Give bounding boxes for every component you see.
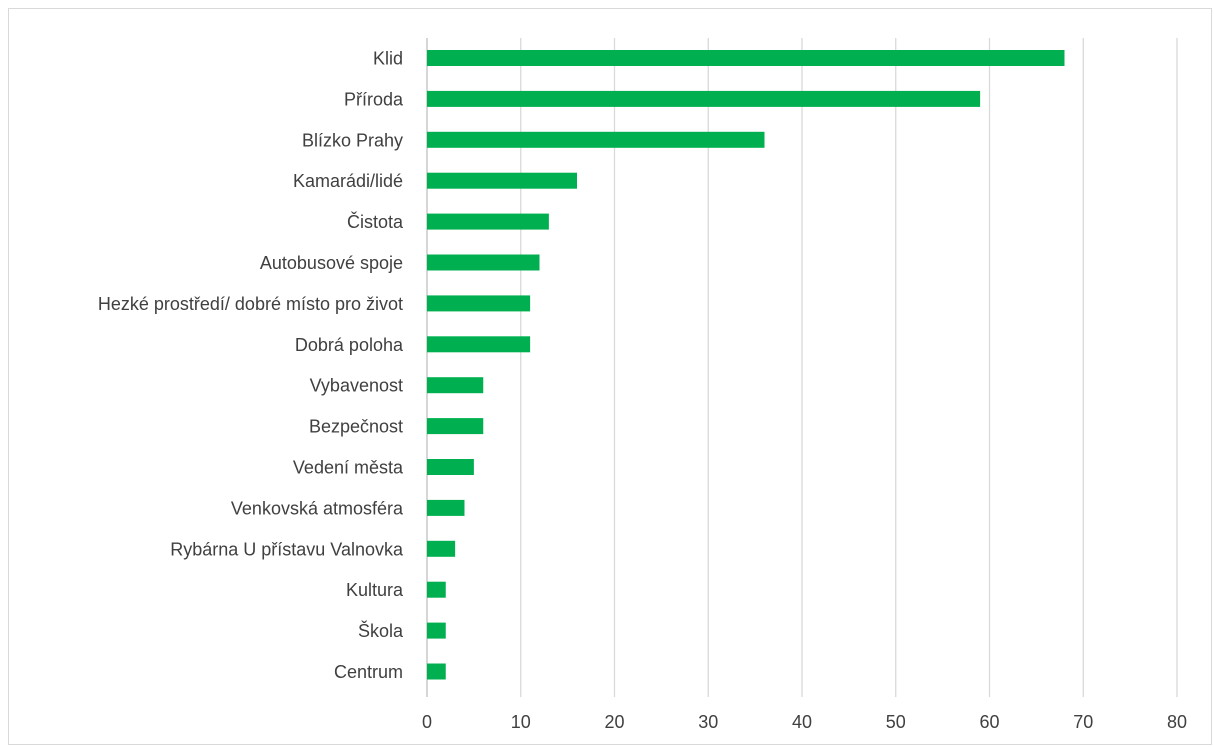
- x-tick-label: 30: [698, 712, 718, 732]
- bar: [427, 663, 446, 680]
- category-label: Blízko Prahy: [302, 130, 403, 150]
- x-tick-label: 70: [1073, 712, 1093, 732]
- category-label: Centrum: [334, 662, 403, 682]
- category-label: Čistota: [347, 211, 404, 232]
- x-tick-label: 40: [792, 712, 812, 732]
- category-label: Rybárna U přístavu Valnovka: [170, 539, 404, 559]
- x-tick-label: 20: [604, 712, 624, 732]
- bar: [427, 622, 446, 639]
- bar: [427, 336, 531, 353]
- x-tick-label: 80: [1167, 712, 1187, 732]
- category-label-layer: Klid Příroda Blízko Prahy Kamarádi/lidé Čist…: [98, 49, 404, 683]
- category-label: Venkovská atmosféra: [231, 498, 404, 518]
- x-tick-label: 10: [511, 712, 531, 732]
- x-tick-label: 0: [422, 712, 432, 732]
- bar: [427, 540, 456, 557]
- category-label: Příroda: [344, 89, 404, 109]
- category-label: Bezpečnost: [309, 417, 403, 437]
- category-label: Škola: [358, 620, 404, 641]
- bar: [427, 499, 465, 516]
- category-label: Kamarádi/lidé: [293, 171, 403, 191]
- bar: [427, 459, 474, 475]
- bar: [427, 418, 484, 435]
- x-tick-label: 50: [886, 712, 906, 732]
- tick-label-layer: 0 10 20 30 40 50 60 70 80: [422, 712, 1187, 732]
- chart-frame: [8, 8, 1212, 745]
- bar: [427, 213, 549, 230]
- x-tick-label: 60: [979, 712, 999, 732]
- bar-layer: [427, 50, 1065, 680]
- category-label: Hezké prostředí/ dobré místo pro život: [98, 294, 403, 314]
- bar: [427, 377, 484, 394]
- category-label: Klid: [373, 49, 403, 69]
- bar: [427, 131, 765, 148]
- category-label: Vedení města: [293, 458, 404, 478]
- category-label: Autobusové spoje: [260, 253, 403, 273]
- category-label: Dobrá poloha: [295, 335, 404, 355]
- bar: [427, 295, 531, 312]
- category-label: Kultura: [346, 580, 404, 600]
- bar: [427, 581, 446, 598]
- category-label: Vybavenost: [310, 376, 403, 396]
- bar: [427, 50, 1065, 66]
- bar: [427, 254, 540, 271]
- bar: [427, 90, 981, 107]
- bar: [427, 172, 577, 189]
